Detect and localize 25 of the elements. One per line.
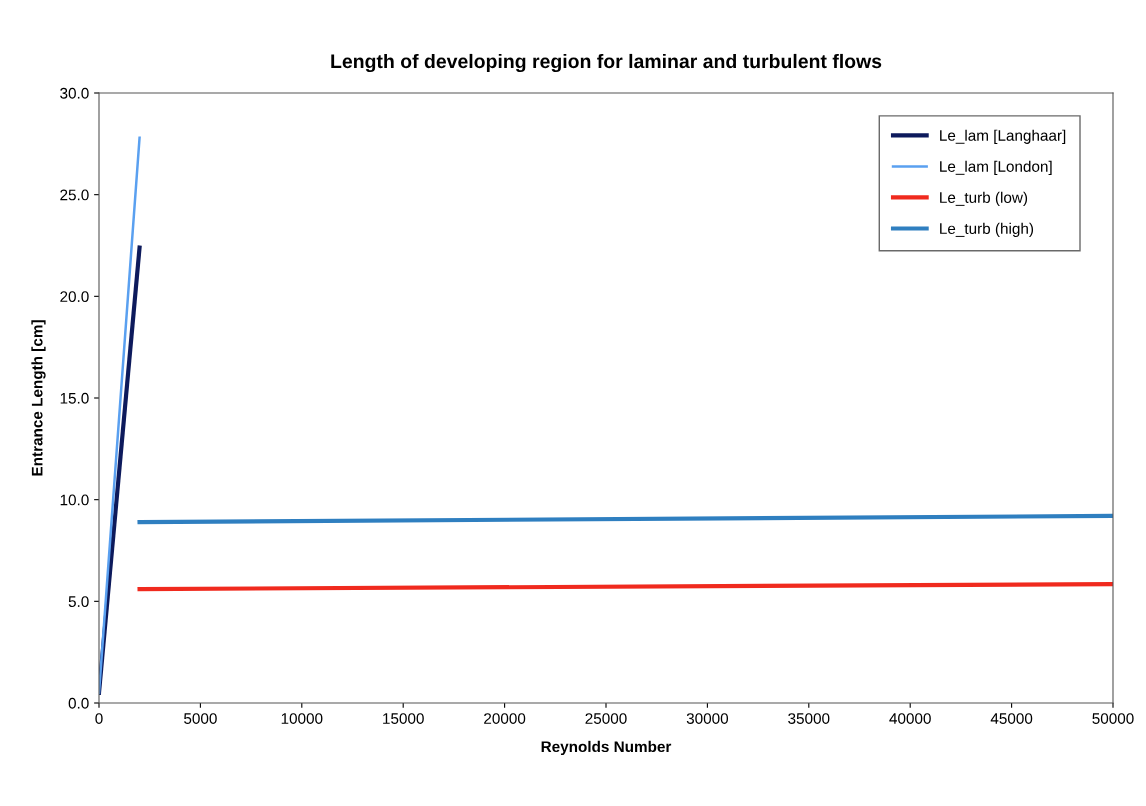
x-tick-label: 10000 bbox=[281, 713, 323, 724]
y-tick-label: 10.0 bbox=[60, 494, 89, 506]
x-axis-title: Reynolds Number bbox=[541, 740, 672, 756]
legend-label: Le_turb (low) bbox=[940, 191, 1028, 206]
y-axis-title: Entrance Length [cm] bbox=[31, 320, 46, 476]
legend-label: Le_turb (high) bbox=[940, 222, 1034, 238]
x-tick-label: 20000 bbox=[484, 713, 526, 724]
x-tick-label: 50000 bbox=[1092, 713, 1134, 724]
x-tick-label: 35000 bbox=[788, 713, 830, 724]
y-tick-label: 5.0 bbox=[68, 596, 89, 608]
x-tick-label: 25000 bbox=[585, 713, 627, 724]
legend-label: Le_lam [Langhaar] bbox=[940, 129, 1066, 144]
x-tick-label: 40000 bbox=[889, 713, 931, 724]
x-tick-label: 30000 bbox=[686, 713, 729, 724]
x-tick-label: 15000 bbox=[383, 713, 424, 724]
y-tick-label: 15.0 bbox=[60, 392, 89, 404]
x-tick-label: 5000 bbox=[184, 713, 217, 724]
y-tick-label: 20.0 bbox=[60, 291, 89, 303]
x-tick-label: 45000 bbox=[990, 713, 1033, 724]
y-tick-label: 30.0 bbox=[60, 87, 89, 99]
chart-title: Length of developing region for laminar and turbulent flows bbox=[331, 53, 882, 73]
y-tick-label: 25.0 bbox=[60, 189, 89, 201]
legend-label: Le_lam [London] bbox=[940, 160, 1052, 175]
x-tick-label: 0 bbox=[95, 713, 103, 724]
y-tick-label: 0.0 bbox=[68, 697, 89, 709]
